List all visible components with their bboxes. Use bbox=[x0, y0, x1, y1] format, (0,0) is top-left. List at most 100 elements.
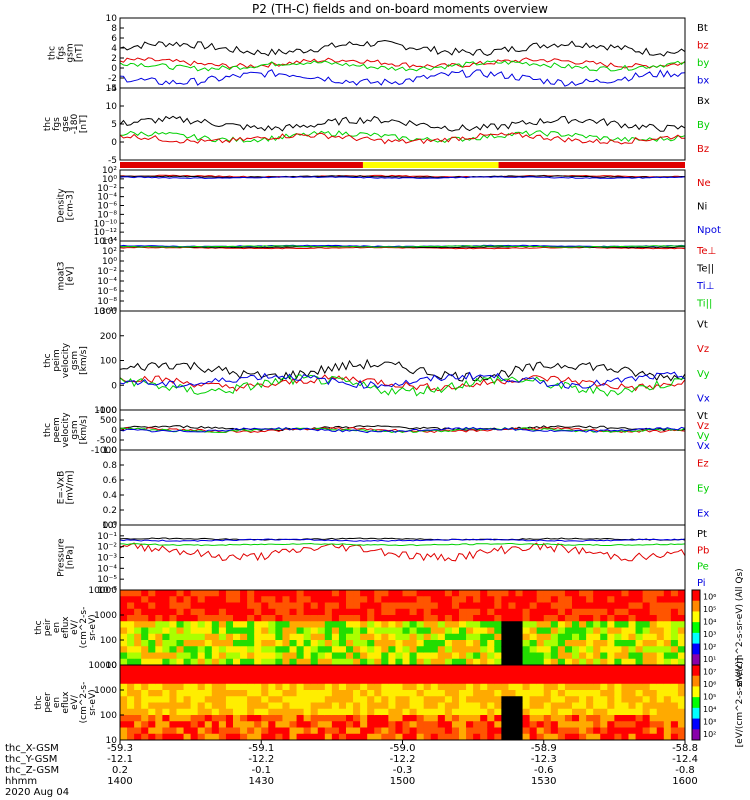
heatmap-cell bbox=[204, 702, 213, 710]
heatmap-cell bbox=[550, 640, 559, 647]
heatmap-cell bbox=[677, 721, 686, 728]
heatmap-cell bbox=[183, 658, 192, 666]
heatmap-cell bbox=[296, 646, 305, 653]
y-tick-label: 10⁻² bbox=[97, 543, 117, 553]
heatmap-cell bbox=[303, 665, 312, 672]
heatmap-cell bbox=[501, 727, 509, 735]
heatmap-cell bbox=[254, 715, 262, 722]
heatmap-cell bbox=[275, 715, 283, 722]
heatmap-cell bbox=[473, 640, 481, 647]
panel-frame bbox=[119, 17, 686, 89]
heatmap-cell bbox=[233, 665, 241, 672]
heatmap-cell bbox=[176, 621, 185, 628]
heatmap-cell bbox=[536, 646, 545, 653]
heatmap-cell bbox=[550, 627, 559, 635]
heatmap-cell bbox=[296, 658, 305, 666]
y-axis-label: gsm bbox=[66, 43, 76, 62]
heatmap-cell bbox=[649, 596, 658, 603]
heatmap-cell bbox=[529, 627, 538, 635]
heatmap-cell bbox=[466, 696, 474, 703]
heatmap-cell bbox=[127, 665, 135, 672]
heatmap-cell bbox=[586, 658, 594, 666]
heatmap-cell bbox=[473, 633, 481, 641]
heatmap-cell bbox=[451, 696, 460, 703]
heatmap-cell bbox=[211, 602, 220, 610]
heatmap-cell bbox=[233, 615, 241, 622]
heatmap-cell bbox=[593, 615, 601, 622]
heatmap-cell bbox=[607, 590, 615, 597]
heatmap-cell bbox=[176, 658, 185, 666]
heatmap-cell bbox=[331, 621, 340, 628]
heatmap-cell bbox=[338, 690, 347, 697]
heatmap-cell bbox=[282, 640, 290, 647]
heatmap-cell bbox=[225, 677, 234, 685]
heatmap-cell bbox=[649, 727, 658, 735]
heatmap-cell bbox=[564, 596, 573, 603]
heatmap-cell bbox=[656, 690, 665, 697]
heatmap-cell bbox=[670, 633, 679, 641]
heatmap-cell bbox=[529, 596, 538, 603]
heatmap-cell bbox=[240, 677, 248, 685]
heatmap-cell bbox=[169, 596, 177, 603]
heatmap-cell bbox=[134, 621, 142, 628]
heatmap-cell bbox=[600, 715, 608, 722]
heatmap-cell bbox=[374, 590, 382, 597]
heatmap-cell bbox=[388, 733, 396, 741]
heatmap-cell bbox=[331, 640, 340, 647]
heatmap-cell bbox=[600, 677, 608, 685]
heatmap-cell bbox=[225, 602, 234, 610]
heatmap-cell bbox=[204, 646, 213, 653]
heatmap-cell bbox=[367, 715, 375, 722]
heatmap-cell bbox=[480, 665, 488, 672]
heatmap-cell bbox=[296, 665, 305, 672]
heatmap-cell bbox=[247, 608, 255, 616]
heatmap-cell bbox=[254, 627, 262, 635]
heatmap-cell bbox=[169, 633, 177, 641]
heatmap-cell bbox=[155, 633, 163, 641]
heatmap-cell bbox=[437, 683, 446, 691]
heatmap-cell bbox=[247, 677, 255, 685]
heatmap-cell bbox=[501, 715, 509, 722]
heatmap-cell bbox=[564, 602, 573, 610]
heatmap-cell bbox=[480, 640, 488, 647]
heatmap-cell bbox=[649, 671, 658, 678]
heatmap-cell bbox=[303, 640, 312, 647]
heatmap-cell bbox=[649, 621, 658, 628]
heatmap-cell bbox=[501, 721, 509, 728]
heatmap-cell bbox=[197, 702, 206, 710]
heatmap-cell bbox=[331, 733, 340, 741]
heatmap-cell bbox=[621, 683, 629, 691]
heatmap-cell bbox=[261, 590, 269, 597]
heatmap-cell bbox=[437, 696, 446, 703]
heatmap-cell bbox=[218, 721, 227, 728]
heatmap-cell bbox=[459, 621, 467, 628]
heatmap-cell bbox=[579, 627, 587, 635]
heatmap-cell bbox=[169, 590, 177, 597]
heatmap-cell bbox=[473, 596, 481, 603]
heatmap-cell bbox=[423, 602, 432, 610]
heatmap-cell bbox=[289, 715, 298, 722]
heatmap-cell bbox=[649, 646, 658, 653]
heatmap-cell bbox=[360, 590, 368, 597]
heatmap-cell bbox=[459, 690, 467, 697]
x-tick-label: -12.4 bbox=[672, 754, 698, 765]
heatmap-cell bbox=[635, 621, 644, 628]
heatmap-cell bbox=[261, 721, 269, 728]
series-line-Vt bbox=[119, 358, 686, 382]
legend-label: Pt bbox=[697, 529, 707, 540]
heatmap-cell bbox=[120, 646, 128, 653]
heatmap-cell bbox=[134, 727, 142, 735]
heatmap-cell bbox=[324, 715, 333, 722]
heatmap-cell bbox=[557, 602, 566, 610]
heatmap-cell bbox=[437, 721, 446, 728]
heatmap-cell bbox=[459, 590, 467, 597]
heatmap-cell bbox=[169, 721, 177, 728]
x-tick-label: 1400 bbox=[107, 776, 132, 787]
heatmap-cell bbox=[120, 708, 128, 716]
heatmap-cell bbox=[564, 721, 573, 728]
heatmap-cell bbox=[543, 715, 552, 722]
heatmap-cell bbox=[240, 596, 248, 603]
heatmap-cell bbox=[268, 627, 276, 635]
